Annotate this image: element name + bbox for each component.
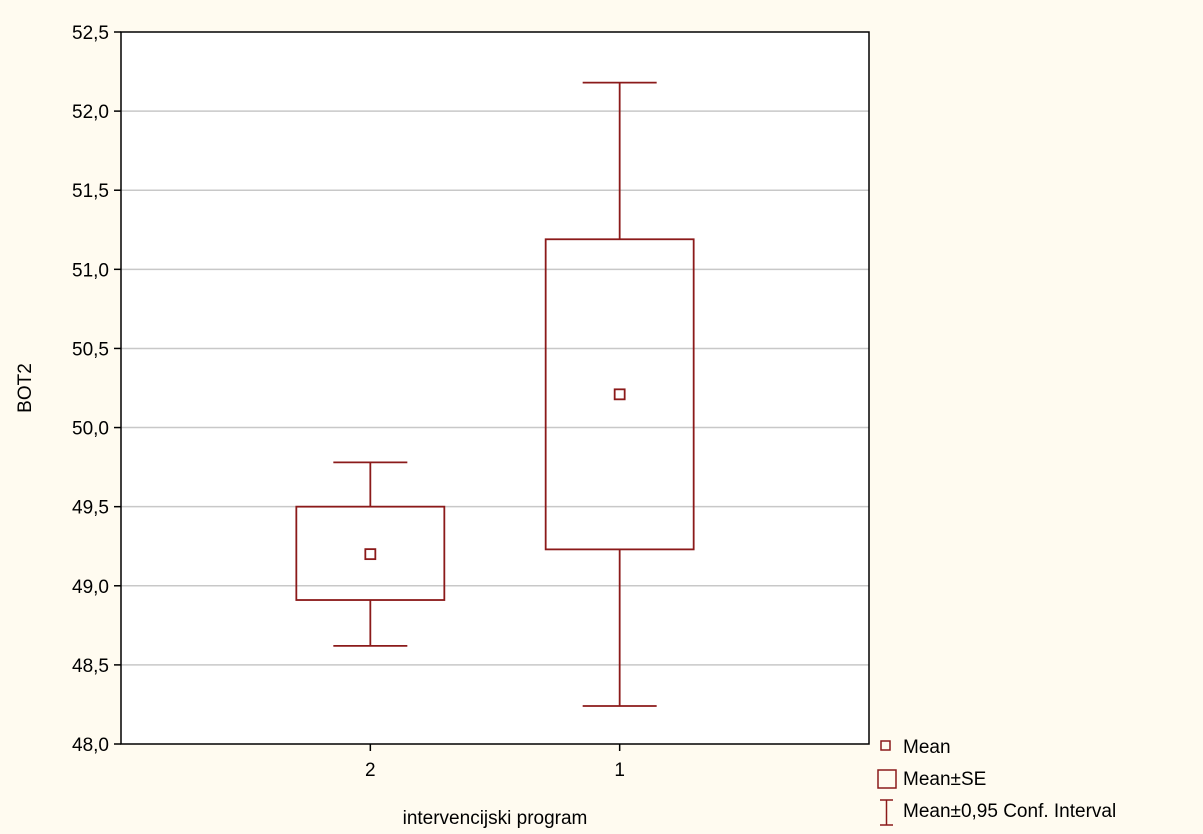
mean-point	[364, 548, 377, 561]
plot-frame	[120, 31, 870, 745]
y-axis-ticks: 48,0 48,5 49,0 49,5 50,0 50,5 51,0 51,5 52,0 52,5	[72, 23, 121, 756]
x-tick-label: 2	[365, 760, 376, 781]
legend: Mean Mean±SE Mean±0,95 Conf. Interval	[877, 737, 1116, 826]
mean-point	[613, 388, 626, 401]
legend-se-symbol	[877, 769, 897, 789]
y-axis-title: BOT2	[15, 363, 36, 413]
y-tick-label: 49,5	[72, 498, 109, 519]
x-axis-title: intervencijski program	[403, 808, 588, 829]
y-tick-label: 49,0	[72, 577, 109, 598]
grid-lines	[121, 110, 869, 666]
legend-mean-label: Mean	[903, 737, 951, 758]
y-tick-label: 52,5	[72, 23, 109, 44]
plot-area	[121, 32, 869, 744]
y-tick-label: 48,0	[72, 735, 109, 756]
y-tick-label: 51,0	[72, 260, 109, 281]
y-tick-label: 51,5	[72, 181, 109, 202]
se-box	[544, 238, 695, 551]
box-group-1	[544, 81, 695, 707]
y-tick-label: 50,0	[72, 419, 109, 440]
y-tick-label: 50,5	[72, 339, 109, 360]
se-box	[295, 505, 446, 601]
legend-se-label: Mean±SE	[903, 769, 986, 790]
legend-mean-symbol	[880, 740, 891, 751]
box-series	[295, 81, 695, 707]
legend-ci-label: Mean±0,95 Conf. Interval	[903, 801, 1116, 822]
y-tick-label: 48,5	[72, 656, 109, 677]
box-group-2	[295, 461, 446, 647]
x-tick-label: 1	[614, 760, 625, 781]
y-tick-label: 52,0	[72, 102, 109, 123]
